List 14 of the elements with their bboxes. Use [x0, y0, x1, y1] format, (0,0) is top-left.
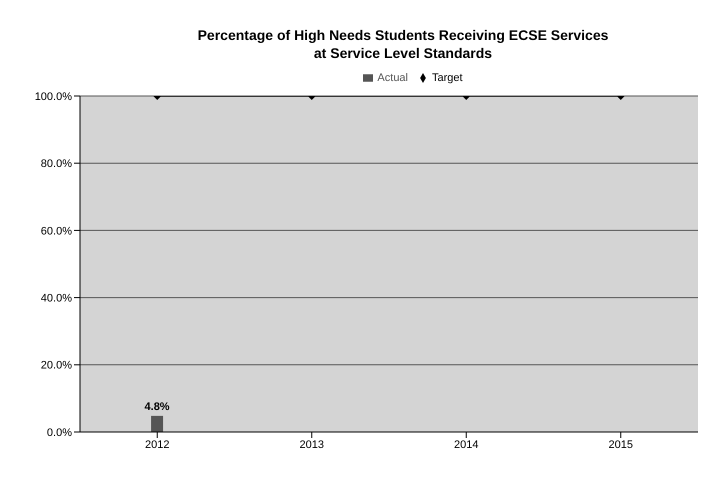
x-tick-label: 2015 [608, 438, 633, 451]
x-tick-label: 2012 [145, 438, 170, 451]
x-tick-label: 2014 [454, 438, 478, 451]
y-tick-label: 20.0% [40, 360, 72, 372]
legend-label: Target [432, 72, 463, 84]
y-tick-label: 80.0% [40, 158, 72, 170]
data-label: 4.8% [144, 400, 170, 413]
y-tick-label: 100.0% [34, 90, 72, 103]
y-tick-label: 0.0% [46, 426, 72, 439]
chart-title: Percentage of High Needs Students Receiving ECSE Services at Service Level Standards [196, 26, 610, 62]
x-tick-label: 2013 [300, 438, 324, 451]
legend-label: Actual [377, 72, 408, 84]
y-tick-label: 60.0% [40, 225, 72, 238]
y-tick-label: 40.0% [40, 292, 72, 305]
